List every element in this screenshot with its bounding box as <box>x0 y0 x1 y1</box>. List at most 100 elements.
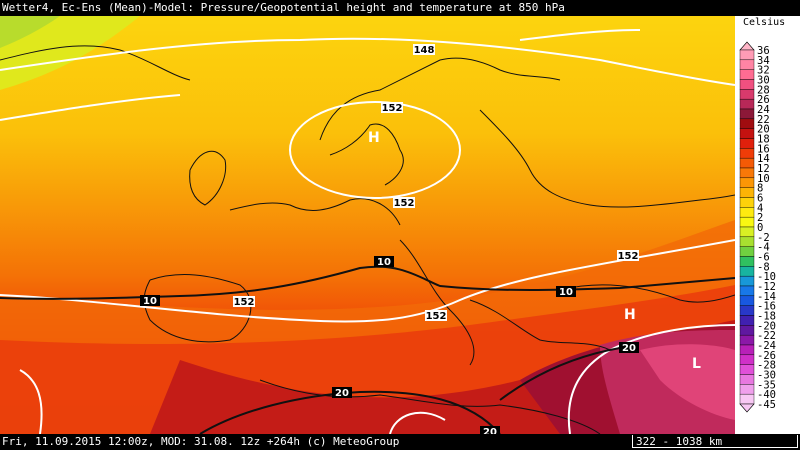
legend-tick-label: 12 <box>757 163 770 175</box>
isohypse-label-148: 148 <box>414 45 435 56</box>
legend-swatch <box>739 187 755 198</box>
legend-arrow-top <box>739 41 755 51</box>
legend-tick-label: -20 <box>757 320 776 332</box>
legend-tick-label: 4 <box>757 202 763 214</box>
low-pressure-marker-middle-east: L <box>692 356 701 372</box>
weather-map: 148 152 152 152 152 152 10 10 10 <box>0 16 735 434</box>
legend-tick-label: 0 <box>757 222 763 234</box>
legend-swatch <box>739 315 755 326</box>
legend-swatch <box>739 334 755 346</box>
legend-swatch <box>739 393 755 405</box>
legend-swatch <box>739 226 755 238</box>
legend-swatch <box>739 246 755 257</box>
isohypse-label-152-south: 152 <box>426 311 447 322</box>
legend-swatch <box>739 216 755 228</box>
legend-swatch <box>739 374 755 385</box>
legend-tick-label: 36 <box>757 45 770 57</box>
legend-arrow-bottom <box>739 403 755 413</box>
scale-label: 322 - 1038 km <box>636 435 723 448</box>
high-pressure-marker-scandinavia: H <box>368 130 380 146</box>
legend-swatch <box>739 118 755 129</box>
legend-swatch <box>739 108 755 120</box>
legend-swatch <box>739 148 755 159</box>
legend-tick-label: 20 <box>757 124 770 136</box>
map-title: Wetter4, Ec-Ens (Mean)-Model: Pressure/G… <box>0 0 800 16</box>
legend-tick-label: -28 <box>757 360 776 372</box>
legend-swatch <box>739 236 755 247</box>
coastlines <box>0 45 735 434</box>
isotherm-label-20-south: 20 <box>483 427 497 434</box>
legend-swatch <box>739 325 755 336</box>
isotherm-labels: 10 10 10 20 20 20 <box>140 256 639 434</box>
legend-swatch <box>739 157 755 169</box>
temperature-legend: Celsius 36 34 32 30 28 26 24 22 20 18 16… <box>735 16 800 434</box>
legend-tick-label: 26 <box>757 94 770 106</box>
legend-tick-label: -18 <box>757 311 776 323</box>
legend-tick-label: -24 <box>757 340 776 352</box>
legend-tick-label: 8 <box>757 183 763 195</box>
legend-tick-label: 16 <box>757 143 770 155</box>
legend-tick-label: -40 <box>757 389 776 401</box>
legend-swatch <box>739 354 755 365</box>
isotherm-label-20-west: 20 <box>335 388 349 399</box>
geopotential-contours <box>0 29 735 434</box>
run-info: Fri, 11.09.2015 12:00z, MOD: 31.08. 12z … <box>2 435 400 448</box>
legend-tick-label: -45 <box>757 399 776 411</box>
isotherm-label-20-east: 20 <box>622 343 636 354</box>
legend-tick-label: -12 <box>757 281 776 293</box>
legend-tick-label: -26 <box>757 350 776 362</box>
legend-tick-label: -6 <box>757 252 770 264</box>
legend-swatch <box>739 256 755 267</box>
legend-swatch <box>739 177 755 188</box>
legend-swatch <box>739 79 755 90</box>
legend-tick-label: -4 <box>757 242 770 254</box>
legend-swatch <box>739 207 755 218</box>
legend-tick-label: -8 <box>757 261 770 273</box>
legend-tick-label: -2 <box>757 232 770 244</box>
footer-bar: Fri, 11.09.2015 12:00z, MOD: 31.08. 12z … <box>0 434 800 450</box>
legend-swatch <box>739 384 755 395</box>
legend-swatch <box>739 69 755 80</box>
legend-swatch <box>739 167 755 179</box>
isotherm-label-10-east: 10 <box>559 287 573 298</box>
isohypse-label-152-center: 152 <box>394 198 415 209</box>
legend-tick-label: 34 <box>757 55 770 67</box>
legend-tick-label: -22 <box>757 330 776 342</box>
legend-swatch <box>739 89 755 100</box>
legend-swatch <box>739 197 755 208</box>
legend-swatch <box>739 98 755 110</box>
legend-unit: Celsius <box>743 17 786 28</box>
legend-tick-label: -14 <box>757 291 776 303</box>
legend-swatch <box>739 138 755 149</box>
high-pressure-marker-black-sea: H <box>624 307 636 323</box>
legend-swatch <box>739 49 755 61</box>
legend-tick-label: 30 <box>757 75 770 87</box>
legend-tick-label: 24 <box>757 104 770 116</box>
legend-swatch <box>739 275 755 287</box>
isotherm-label-10-west: 10 <box>143 296 157 307</box>
legend-swatch <box>739 285 755 297</box>
isohypse-label-152-west: 152 <box>234 297 255 308</box>
legend-swatch <box>739 364 755 375</box>
legend-tick-label: 2 <box>757 212 763 224</box>
geopotential-labels: 148 152 152 152 152 152 <box>233 44 639 322</box>
isotherm-label-10-north: 10 <box>377 257 391 268</box>
legend-swatch <box>739 305 755 316</box>
legend-tick-label: 28 <box>757 84 770 96</box>
legend-tick-label: 18 <box>757 134 770 146</box>
legend-swatch <box>739 128 755 139</box>
isohypse-label-152-north: 152 <box>382 103 403 114</box>
legend-tick-label: 22 <box>757 114 770 126</box>
legend-scale: 36 34 32 30 28 26 24 22 20 18 16 14 12 1… <box>739 41 776 413</box>
legend-tick-label: -10 <box>757 271 776 283</box>
legend-swatch <box>739 295 755 306</box>
legend-tick-label: 32 <box>757 65 770 77</box>
scale-bar <box>632 435 798 448</box>
legend-swatch <box>739 266 755 277</box>
legend-tick-label: -35 <box>757 379 776 391</box>
legend-swatch <box>739 344 755 356</box>
legend-tick-label: 10 <box>757 173 770 185</box>
legend-tick-label: -16 <box>757 301 776 313</box>
legend-swatch <box>739 59 755 70</box>
